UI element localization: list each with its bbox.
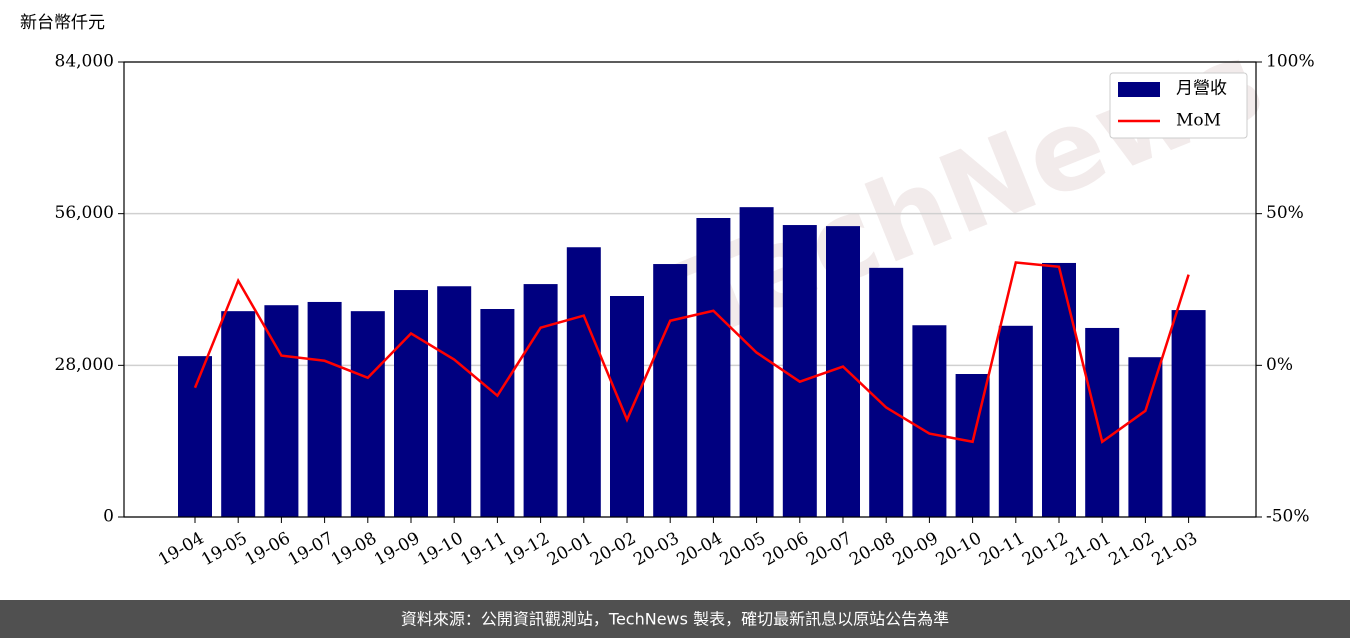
y2-tick-label: 0% (1266, 355, 1293, 375)
y-tick-label: 56,000 (55, 203, 114, 223)
x-tick-label: 20-01 (544, 528, 596, 570)
x-tick-label: 19-12 (501, 528, 553, 570)
legend-label: 月營收 (1176, 79, 1227, 99)
legend-swatch (1118, 82, 1160, 97)
x-tick-label: 20-06 (760, 528, 812, 570)
x-tick-label: 19-10 (414, 528, 466, 570)
x-tick-label: 20-07 (803, 528, 855, 570)
x-tick-label: 21-03 (1149, 528, 1201, 570)
y-axis-label: 新台幣仟元 (20, 13, 105, 33)
x-tick-label: 20-08 (846, 528, 898, 570)
x-tick-label: 20-05 (717, 528, 769, 570)
x-tick-label: 21-01 (1062, 528, 1114, 570)
plot-frame (123, 61, 1257, 518)
y-tick-label: 84,000 (55, 52, 114, 72)
bar (782, 225, 817, 517)
y-tick-label: 28,000 (55, 355, 114, 375)
x-tick-label: 19-06 (241, 528, 293, 570)
x-tick-label: 21-02 (1105, 528, 1157, 570)
bar (221, 311, 256, 517)
bar (566, 247, 601, 517)
bar (739, 207, 774, 517)
x-tick-label: 19-11 (457, 528, 509, 570)
y2-tick-label: -50% (1266, 507, 1310, 527)
line (193, 261, 1190, 444)
y2-tick-label: 50% (1266, 203, 1304, 223)
bar (912, 325, 947, 517)
x-tick-label: 20-02 (587, 528, 639, 570)
bar (1128, 357, 1163, 517)
x-tick-label: 20-09 (889, 528, 941, 570)
footer-bar (0, 600, 1350, 638)
bar (1085, 327, 1120, 517)
x-tick-label: 19-07 (285, 528, 337, 570)
footer: 資料來源：公開資訊觀測站，TechNews 製表，確切最新訊息以原站公告為準 (401, 610, 949, 629)
bar (1042, 262, 1076, 517)
bar (998, 325, 1033, 517)
bar (178, 356, 212, 517)
x-tick-label: 20-12 (1019, 528, 1071, 570)
bar (264, 305, 299, 517)
x-tick-label: 20-11 (976, 528, 1028, 570)
bar (394, 290, 428, 517)
y2-tick-label: 100% (1266, 52, 1315, 72)
x-tick-label: 20-10 (933, 528, 985, 570)
x-tick-label: 19-09 (371, 528, 423, 570)
bar (307, 301, 342, 517)
bar (350, 311, 385, 517)
bar (696, 218, 731, 517)
x-tick-label: 19-04 (155, 528, 207, 570)
y-tick-label: 0 (103, 507, 114, 527)
x-tick-label: 19-05 (198, 528, 250, 570)
bar (480, 309, 515, 517)
bar (869, 267, 904, 517)
bar (653, 264, 688, 517)
legend-label: MoM (1176, 111, 1221, 131)
bar (523, 284, 558, 517)
bar (1171, 310, 1206, 517)
x-tick-label: 20-04 (673, 528, 725, 570)
x-tick-label: 19-08 (328, 528, 380, 570)
bar (437, 286, 472, 517)
bar (610, 296, 644, 517)
x-tick-label: 20-03 (630, 528, 682, 570)
